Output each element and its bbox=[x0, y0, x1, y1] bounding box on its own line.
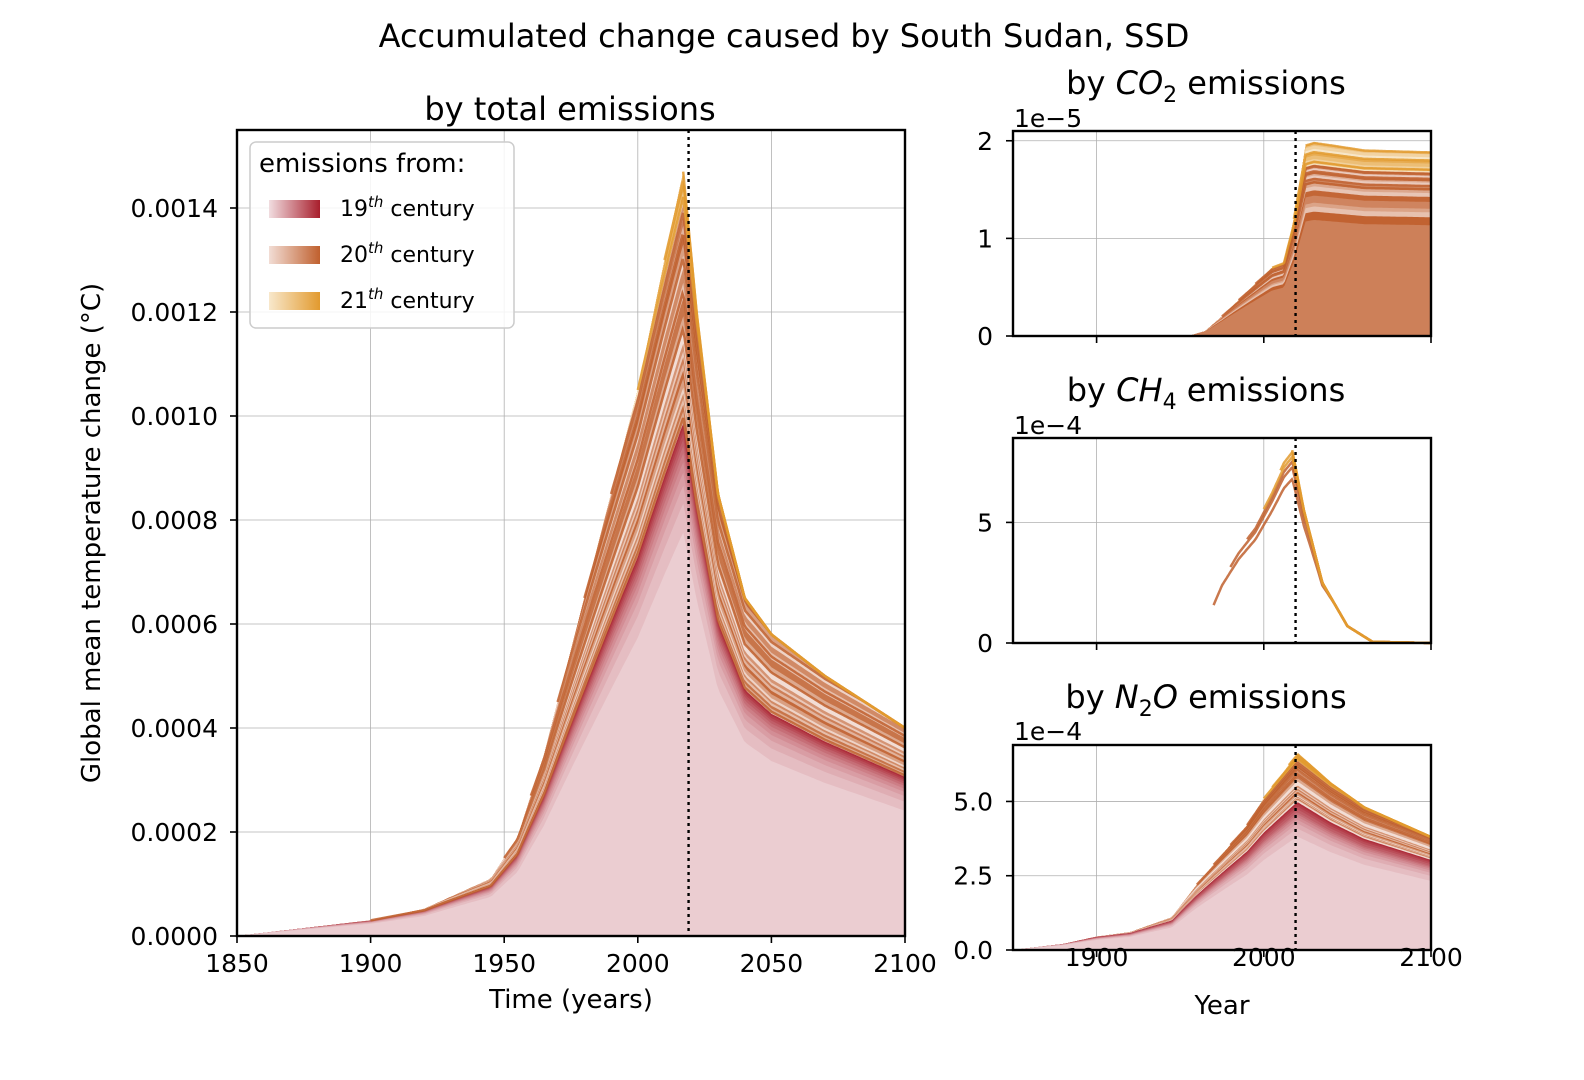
legend-swatch-20th bbox=[269, 246, 320, 264]
decade-ridge-line bbox=[1212, 768, 1432, 866]
x-tick-label: 2100 bbox=[873, 949, 937, 978]
scale-label-co2: 1e−5 bbox=[1014, 104, 1082, 133]
y-tick-label: 0.0010 bbox=[131, 402, 218, 431]
area-layer bbox=[1013, 836, 1431, 950]
decade-ridge-line bbox=[1237, 171, 1432, 302]
area-layers bbox=[1212, 449, 1431, 645]
plot-frame bbox=[235, 128, 907, 938]
decade-ridge-line bbox=[1229, 466, 1431, 645]
decade-ridge-line bbox=[1296, 752, 1432, 839]
panel-co2-emissions: by CO2 emissions 1e−5 0 1 2 bbox=[977, 64, 1433, 351]
y-tick-label: 0.0014 bbox=[131, 194, 218, 223]
y-tick-label: 5.0 bbox=[953, 787, 993, 816]
legend-label-20th: 20th century bbox=[340, 239, 475, 268]
panel-title-total: by total emissions bbox=[424, 90, 715, 128]
y-axis-label: Global mean temperature change (°C) bbox=[77, 283, 107, 783]
legend-swatch-21st bbox=[269, 292, 320, 310]
legend-label-19th: 19th century bbox=[340, 193, 475, 222]
panel-total-emissions: by total emissions 1850 1900 1950 2000 2050 2… bbox=[77, 90, 937, 1015]
decade-ridge-line bbox=[681, 171, 906, 730]
axis-ticks: 1900 2000 2100 0.0 2.5 5.0 bbox=[953, 787, 1463, 972]
y-tick-label: 1 bbox=[977, 224, 993, 253]
y-tick-label: 0.0000 bbox=[131, 922, 218, 951]
y-tick-label: 0 bbox=[977, 629, 993, 658]
scale-label-ch4: 1e−4 bbox=[1014, 411, 1082, 440]
x-tick-label: 1850 bbox=[205, 949, 269, 978]
decade-ridge-line bbox=[1292, 150, 1431, 220]
axis-ticks: 0 1 2 bbox=[977, 127, 1432, 351]
y-tick-label: 0.0008 bbox=[131, 506, 218, 535]
decade-ridge-line bbox=[1279, 450, 1431, 645]
legend-label-21st: 21th century bbox=[340, 285, 475, 314]
figure-title: Accumulated change caused by South Sudan… bbox=[379, 17, 1190, 55]
area-layers bbox=[1013, 141, 1432, 336]
x-tick-label: 2000 bbox=[1232, 943, 1296, 972]
x-tick-label: 2100 bbox=[1399, 943, 1463, 972]
panel-n2o-emissions: by N2O emissions 1e−4 1900 2000 2100 0.0 2.5… bbox=[953, 678, 1463, 1021]
legend-box bbox=[249, 141, 515, 329]
area-layers bbox=[1013, 752, 1432, 950]
x-tick-label: 1900 bbox=[339, 949, 403, 978]
decade-ridge-line bbox=[1229, 764, 1432, 846]
area-layer bbox=[237, 532, 905, 936]
decade-ridge-line bbox=[1262, 454, 1431, 645]
y-tick-label: 0.0004 bbox=[131, 714, 218, 743]
axis-ticks: 1850 1900 1950 2000 2050 2100 0.0000 0.0002 0.00… bbox=[131, 194, 937, 978]
decade-ridge-line bbox=[1196, 773, 1432, 886]
y-tick-label: 5 bbox=[977, 508, 993, 537]
decade-ridge-line bbox=[1271, 160, 1431, 269]
legend-title: emissions from: bbox=[259, 149, 465, 179]
panel-title-n2o: by N2O emissions bbox=[1065, 678, 1346, 722]
decade-ridge-line bbox=[1305, 141, 1431, 154]
area-layer bbox=[1013, 220, 1431, 336]
y-tick-label: 2.5 bbox=[953, 862, 993, 891]
plot-frame bbox=[1011, 743, 1433, 952]
x-axis-label: Time (years) bbox=[488, 985, 653, 1015]
x-tick-label: 2050 bbox=[740, 949, 804, 978]
decade-ridge-line bbox=[370, 417, 906, 922]
panel-title-co2: by CO2 emissions bbox=[1066, 64, 1346, 108]
legend-swatch-19th bbox=[269, 200, 320, 218]
y-tick-label: 0 bbox=[977, 322, 993, 351]
x-tick-label: 1950 bbox=[472, 949, 536, 978]
decade-ridge-line bbox=[1212, 477, 1431, 645]
x-tick-label: 1900 bbox=[1065, 943, 1129, 972]
decade-ridge-line bbox=[503, 325, 906, 859]
decade-ridge-line bbox=[529, 289, 906, 797]
decade-ridge-line bbox=[1290, 449, 1431, 645]
y-tick-label: 0.0006 bbox=[131, 610, 218, 639]
plot-frame bbox=[1011, 129, 1433, 338]
x-axis-label-year: Year bbox=[1193, 991, 1249, 1021]
gridlines bbox=[1013, 438, 1432, 644]
y-tick-label: 2 bbox=[977, 127, 993, 156]
area-layers bbox=[237, 171, 906, 937]
decade-ridge-line bbox=[1221, 181, 1431, 318]
y-tick-label: 0.0002 bbox=[131, 818, 218, 847]
panel-title-ch4: by CH4 emissions bbox=[1067, 371, 1346, 415]
axis-ticks: 05 bbox=[977, 508, 1432, 658]
y-tick-label: 0.0 bbox=[953, 936, 993, 965]
panel-ch4-emissions: by CH4 emissions 1e−4 05 bbox=[977, 371, 1433, 658]
x-tick-label: 2000 bbox=[606, 949, 670, 978]
y-tick-label: 0.0012 bbox=[131, 298, 218, 327]
plot-frame bbox=[1011, 436, 1433, 645]
legend: emissions from: 19th century 20th centur… bbox=[249, 141, 515, 329]
scale-label-n2o: 1e−4 bbox=[1014, 717, 1082, 746]
